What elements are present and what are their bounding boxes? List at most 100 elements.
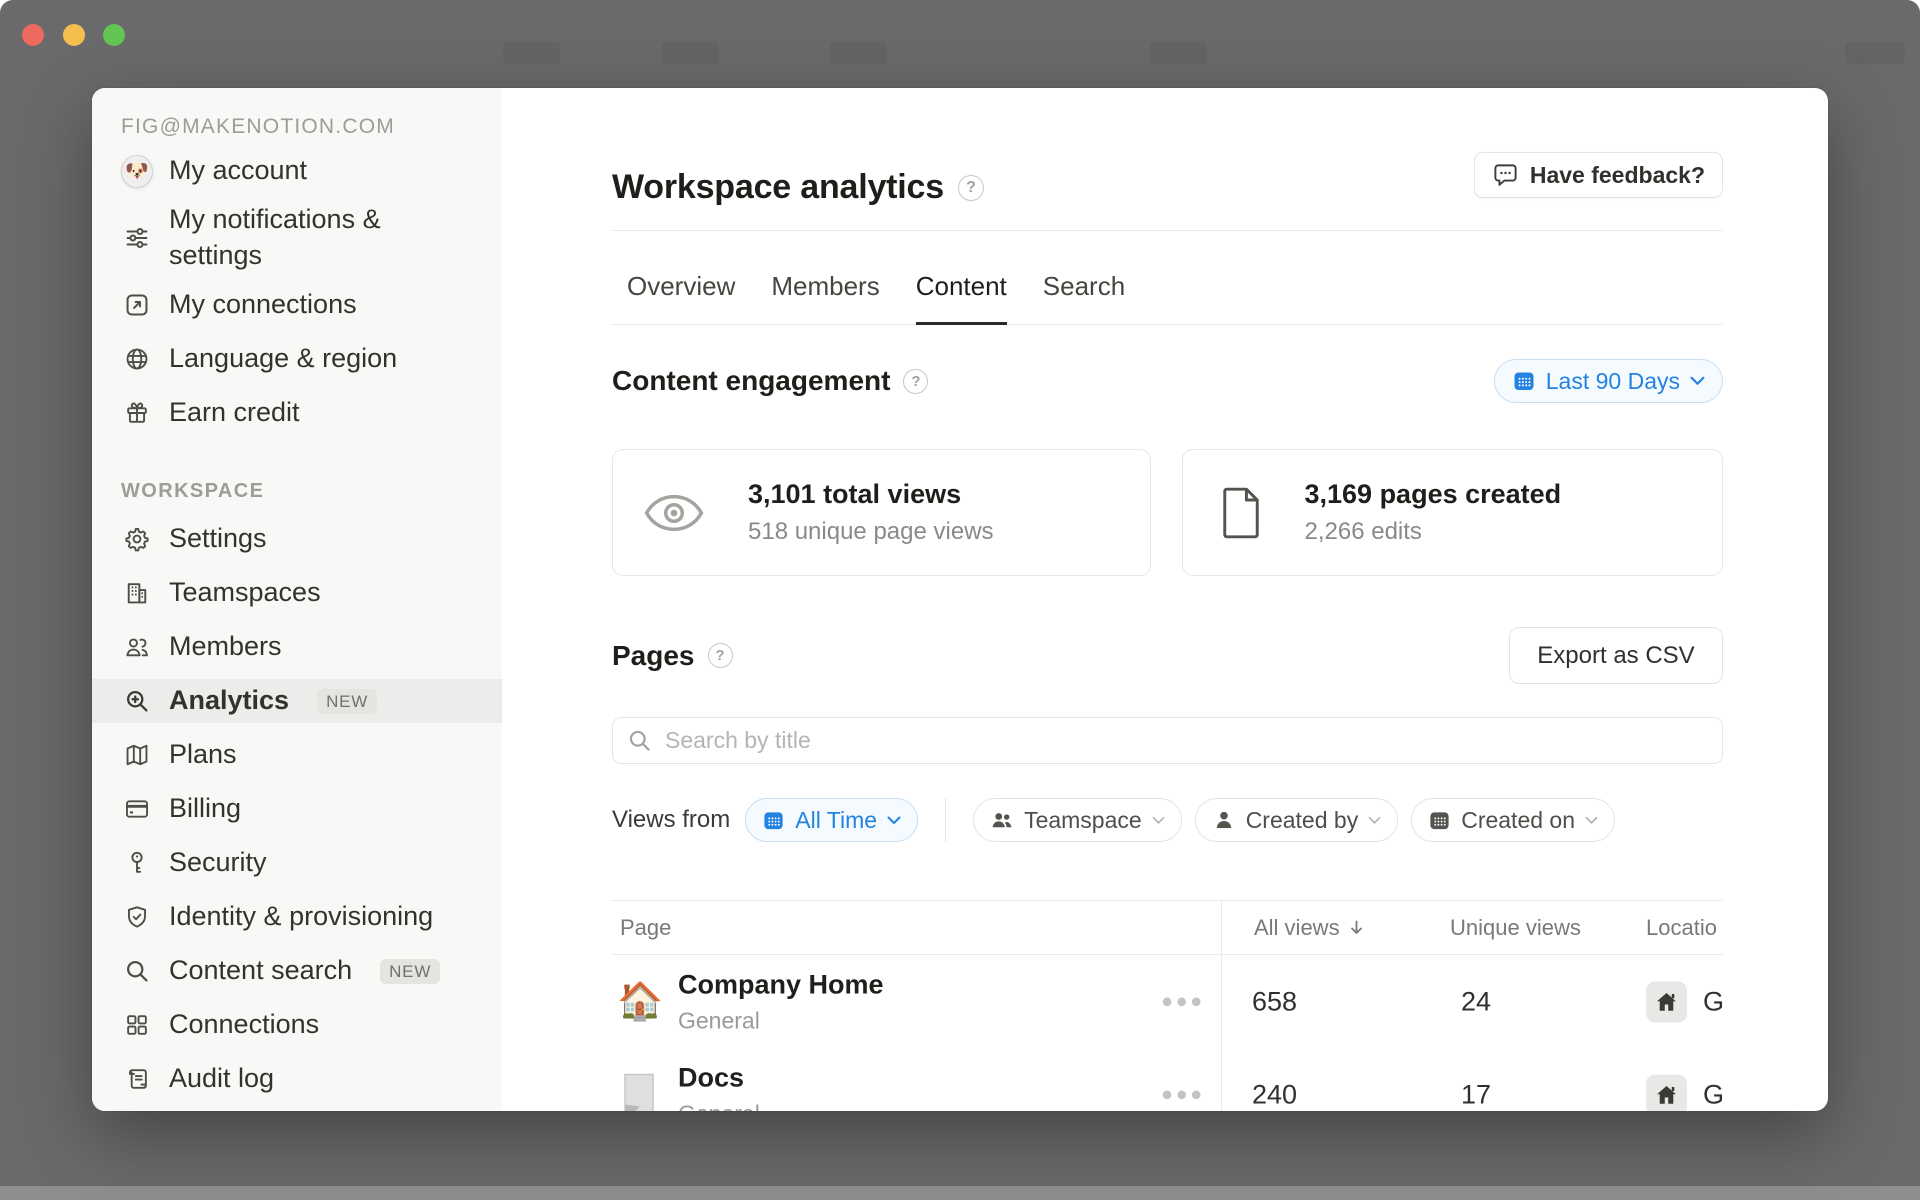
sidebar-item-security[interactable]: Security [92, 841, 502, 885]
sidebar-item-identity-provisioning[interactable]: Identity & provisioning [92, 895, 502, 939]
person-icon [1212, 808, 1236, 832]
sidebar-item-my-account[interactable]: 🐶 My account [92, 149, 502, 193]
have-feedback-button[interactable]: Have feedback? [1473, 152, 1723, 198]
tab-overview[interactable]: Overview [627, 271, 736, 301]
calendar-icon [762, 809, 785, 832]
unique-views-detail: 518 unique page views [748, 518, 994, 545]
sidebar-item-plans[interactable]: Plans [92, 733, 502, 777]
pages-search [612, 717, 1723, 764]
arrow-up-right-icon [121, 289, 153, 321]
dog-avatar: 🐶 [121, 154, 153, 188]
date-range-label: Last 90 Days [1545, 367, 1680, 394]
workspace-section-list: Settings Teamspaces Memb [92, 517, 502, 1101]
close-button[interactable] [22, 24, 44, 46]
pages-filters-row: Views from All Time [612, 798, 1723, 842]
feedback-bubble-icon [1492, 163, 1519, 188]
minimize-button[interactable] [63, 24, 85, 46]
sidebar-item-billing[interactable]: Billing [92, 787, 502, 831]
views-from-label: Views from [612, 806, 731, 833]
total-views-value: 3,101 total views [748, 479, 962, 509]
row-stats: 240 17 G [1221, 1048, 1723, 1111]
account-email-label: fig@makenotion.com [121, 115, 395, 138]
column-header-unique-views[interactable]: Unique views [1450, 914, 1581, 940]
sidebar-item-analytics[interactable]: Analytics NEW [92, 679, 502, 723]
pages-heading: Pages [612, 639, 695, 671]
created-by-filter-label: Created by [1245, 806, 1359, 833]
new-badge: NEW [380, 958, 441, 984]
analytics-main-panel: Workspace analytics ? Have feedback? Ove… [502, 88, 1828, 1111]
time-filter-label: All Time [795, 806, 878, 833]
globe-icon [121, 343, 153, 375]
time-filter-dropdown[interactable]: All Time [745, 798, 919, 842]
sidebar-item-earn-credit[interactable]: Earn credit [92, 391, 502, 435]
column-header-page: Page [620, 914, 672, 940]
sidebar-item-teamspaces[interactable]: Teamspaces [92, 571, 502, 615]
search-by-title-input[interactable] [612, 717, 1723, 764]
sidebar-item-my-connections[interactable]: My connections [92, 283, 502, 327]
header-divider [612, 230, 1723, 231]
pages-created-value: 3,169 pages created [1304, 479, 1562, 509]
help-icon[interactable]: ? [957, 174, 984, 201]
credit-card-icon [121, 793, 153, 825]
new-badge: NEW [317, 688, 378, 714]
created-on-filter-dropdown[interactable]: Created on [1411, 798, 1616, 842]
more-options-button[interactable]: ●●● [1161, 990, 1205, 1012]
table-row-docs[interactable]: Docs General ●●● 240 17 [612, 1048, 1723, 1111]
tab-members[interactable]: Members [771, 271, 880, 301]
help-icon[interactable]: ? [707, 643, 733, 668]
column-header-location[interactable]: Locatio [1646, 914, 1717, 940]
backdrop-shape [1845, 42, 1905, 64]
table-header-stats: All views Unique views Locatio [1221, 901, 1723, 954]
sidebar-item-notifications-settings[interactable]: My notifications & settings [92, 203, 502, 273]
settings-sidebar: fig@makenotion.com 🐶 My account My notif… [92, 88, 502, 1111]
calendar-icon [1512, 369, 1536, 393]
sliders-icon [121, 222, 153, 254]
sidebar-item-language-region[interactable]: Language & region [92, 337, 502, 381]
shield-check-icon [121, 901, 153, 933]
home-location-icon [1646, 981, 1687, 1022]
all-views-value: 658 [1252, 986, 1298, 1016]
page-title-row: Workspace analytics ? [612, 168, 984, 207]
sidebar-item-connections[interactable]: Connections [92, 1003, 502, 1047]
row-stats: 658 24 G [1221, 955, 1723, 1048]
page-title-cell: Company Home [678, 969, 884, 999]
sidebar-item-audit-log[interactable]: Audit log [92, 1057, 502, 1101]
home-location-icon [1646, 1074, 1687, 1111]
chevron-down-icon [1585, 816, 1598, 825]
zoom-button[interactable] [103, 24, 125, 46]
gift-icon [121, 397, 153, 429]
page-title-cell: Docs [678, 1062, 745, 1092]
have-feedback-label: Have feedback? [1529, 161, 1705, 188]
magnifier-plus-icon [121, 685, 153, 717]
backdrop-shape [503, 42, 560, 64]
sidebar-item-content-search[interactable]: Content search NEW [92, 949, 502, 993]
export-csv-button[interactable]: Export as CSV [1509, 627, 1723, 684]
analytics-tabs: Overview Members Content Search [612, 254, 1723, 325]
grid-icon [121, 1009, 153, 1041]
tab-content[interactable]: Content [915, 271, 1007, 325]
teamspace-filter-dropdown[interactable]: Teamspace [973, 798, 1182, 842]
key-icon [121, 847, 153, 879]
backdrop-shape [662, 42, 719, 64]
search-icon [627, 728, 652, 758]
magnifier-icon [121, 955, 153, 987]
sidebar-item-settings[interactable]: Settings [92, 517, 502, 561]
people-icon [990, 808, 1014, 832]
backdrop-shape [1150, 42, 1207, 64]
more-options-button[interactable]: ●●● [1161, 1083, 1205, 1105]
page-emoji-icon: 🏠 [617, 980, 664, 1021]
sidebar-item-members[interactable]: Members [92, 625, 502, 669]
calendar-icon [1428, 809, 1451, 832]
help-icon[interactable]: ? [903, 368, 929, 394]
created-by-filter-dropdown[interactable]: Created by [1194, 798, 1399, 842]
chevron-down-icon [1690, 376, 1705, 386]
all-views-value: 240 [1252, 1079, 1298, 1109]
tab-search[interactable]: Search [1042, 271, 1126, 301]
sort-desc-icon [1348, 919, 1365, 936]
unique-views-value: 17 [1461, 1079, 1492, 1109]
column-header-all-views[interactable]: All views [1254, 915, 1365, 941]
scroll-icon [121, 1063, 153, 1095]
eye-icon [644, 494, 704, 532]
table-row-company-home[interactable]: 🏠 Company Home General ●●● 658 24 [612, 955, 1723, 1048]
date-range-dropdown[interactable]: Last 90 Days [1493, 359, 1723, 403]
